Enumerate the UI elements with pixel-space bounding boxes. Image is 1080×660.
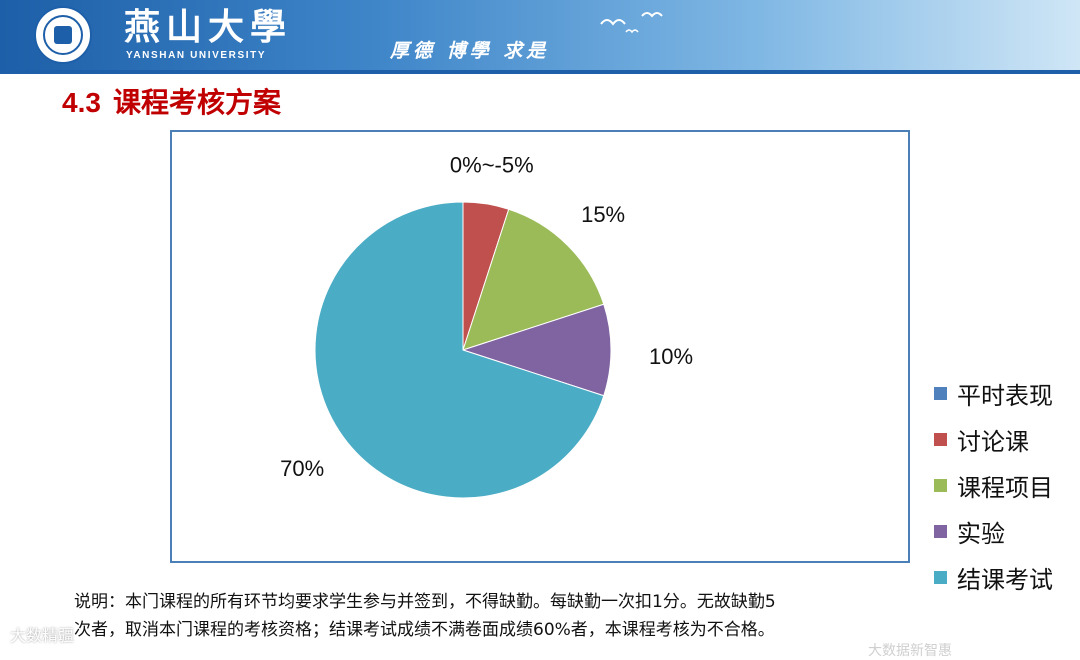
pie-slice-3 <box>462 208 605 351</box>
header-banner: 燕山大學 YANSHAN UNIVERSITY 厚德 博學 求是 <box>0 0 1080 70</box>
legend-swatch <box>934 478 947 492</box>
note-line-1: 说明：本门课程的所有环节均要求学生参与并签到，不得缺勤。每缺勤一次扣1分。无故缺… <box>74 592 776 612</box>
pie-slice-4 <box>461 303 612 397</box>
pie-data-label-2: 0%~-5% <box>450 152 534 177</box>
university-name-en: YANSHAN UNIVERSITY <box>126 50 267 61</box>
legend-label: 讨论课 <box>957 427 1029 456</box>
chart-frame: 0%~-5% 15% 10% 70% 平时表现讨论课课程项目实验结课考试 <box>170 130 1053 594</box>
seal-core <box>54 26 72 44</box>
legend-label: 实验 <box>957 519 1005 548</box>
university-seal-icon <box>34 6 92 64</box>
university-name-cn: 燕山大學 <box>124 6 293 48</box>
watermark-right: 大数据新智惠 <box>868 643 952 659</box>
legend-item-2: 讨论课 <box>934 416 1080 462</box>
legend-label: 结课考试 <box>957 565 1053 594</box>
section-title-text: 课程考核方案 <box>112 87 281 118</box>
banner-stripe <box>0 70 1080 74</box>
note-line-2: 次者，取消本门课程的考核资格；结课考试成绩不满卷面成绩60%者，本课程考核为不合… <box>74 620 775 640</box>
pie-data-label-3: 15% <box>581 202 625 227</box>
legend-item-1: 平时表现 <box>934 370 1080 416</box>
pie-data-label-5: 70% <box>280 456 324 481</box>
page-title: 4.3 课程考核方案 <box>62 86 281 120</box>
legend-label: 课程项目 <box>957 473 1053 502</box>
seal-ring <box>43 15 83 55</box>
legend-swatch <box>934 432 947 446</box>
pie-chart: 0%~-5% 15% 10% 70% <box>280 152 693 499</box>
legend-swatch <box>934 570 947 584</box>
legend-swatch <box>934 386 947 400</box>
explanation-note: 说明：本门课程的所有环节均要求学生参与并签到，不得缺勤。每缺勤一次扣1分。无故缺… <box>74 588 1034 644</box>
pie-data-label-4: 10% <box>649 344 693 369</box>
legend-swatch <box>934 524 947 538</box>
legend-item-3: 课程项目 <box>934 462 1080 508</box>
university-motto: 厚德 博學 求是 <box>390 40 550 62</box>
chart-legend: 平时表现讨论课课程项目实验结课考试 <box>934 370 1080 600</box>
section-number: 4.3 <box>62 87 101 118</box>
legend-item-5: 结课考试 <box>934 554 1080 600</box>
pie-slice-5 <box>314 201 605 499</box>
legend-label: 平时表现 <box>957 381 1053 410</box>
legend-item-4: 实验 <box>934 508 1080 554</box>
watermark-left: 大数精疆 <box>10 626 75 645</box>
birds-decoration-icon <box>600 12 663 34</box>
